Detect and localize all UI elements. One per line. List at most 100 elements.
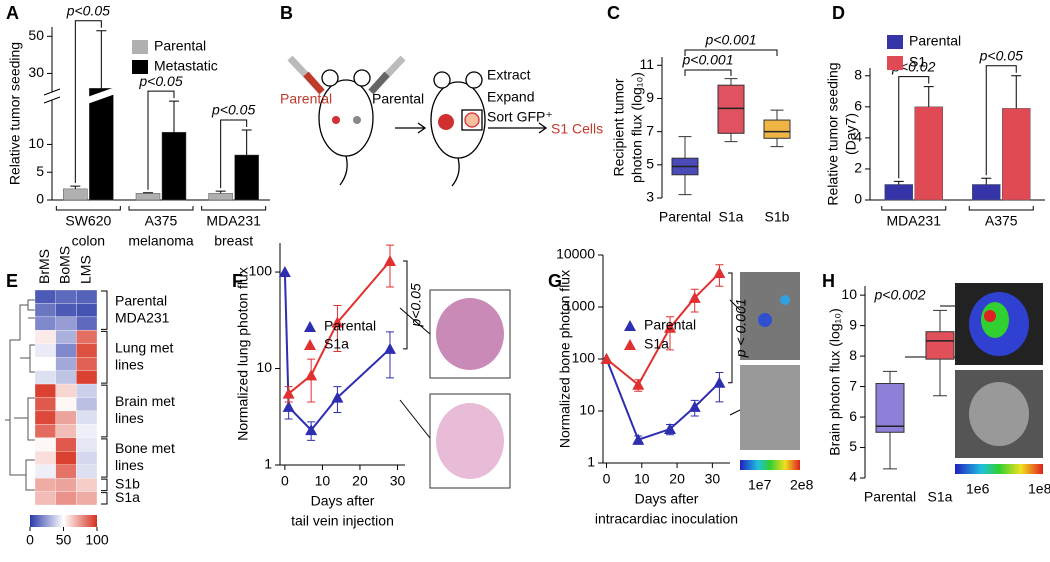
colorbar — [30, 515, 97, 527]
x-tick-label: Parental — [864, 489, 916, 505]
whisker-low — [933, 359, 947, 397]
bar — [972, 184, 1001, 201]
y-tick-label: 5 — [36, 163, 44, 179]
y-axis-label: Brain photon flux (log₁₀) — [827, 308, 843, 456]
x-axis-label: tail vein injection — [291, 513, 394, 529]
heatmap-cell — [55, 357, 77, 371]
significance-bracket — [985, 65, 1017, 176]
y-tick-label: 6 — [849, 408, 857, 424]
heatmap-cell — [76, 316, 98, 331]
heatmap-cell — [55, 437, 77, 452]
panel-letter: H — [822, 271, 835, 291]
panel-letter: A — [6, 3, 19, 23]
legend-label: S1 — [909, 54, 926, 70]
x-tick-label: SW620 — [65, 213, 111, 229]
marker — [305, 424, 318, 436]
heatmap-cell — [76, 491, 98, 506]
signal — [984, 310, 996, 322]
heatmap-cell — [76, 343, 98, 358]
x-tick-label: S1b — [765, 209, 790, 225]
heatmap-cell — [34, 424, 56, 438]
heatmap-cell — [34, 370, 56, 385]
error-bar — [241, 129, 252, 155]
legend-label: Parental — [644, 317, 696, 333]
whisker-high — [770, 109, 784, 121]
row-group-label: Lung met — [115, 339, 173, 355]
signal — [758, 313, 772, 327]
error-bar — [169, 100, 179, 133]
significance-bracket — [728, 272, 733, 384]
y-tick-label: 10 — [579, 402, 595, 418]
x-tick-label: A375 — [985, 213, 1018, 229]
y-tick-label: 10 — [28, 135, 44, 151]
y-tick-label: 50 — [28, 27, 44, 43]
panel-letter: F — [232, 271, 243, 291]
box — [717, 84, 745, 134]
group-bracket — [101, 478, 108, 492]
heatmap-cell — [76, 357, 98, 371]
y-tick-label: 30 — [28, 64, 44, 80]
bar-break — [87, 87, 116, 104]
x-tick-sublabel: colon — [72, 233, 105, 249]
x-axis-label: Days after — [311, 493, 375, 509]
heatmap-cell — [55, 410, 77, 425]
legend-marker — [304, 321, 316, 332]
whisker-high — [883, 370, 897, 384]
significance-label: p < 0.001 — [733, 298, 749, 358]
heatmap-cell — [34, 464, 56, 479]
y-axis-label: Relative tumor seeding — [7, 42, 23, 185]
y-tick-label: 10 — [841, 286, 857, 302]
heatmap-cell — [76, 303, 98, 318]
y-tick-label: 1 — [587, 454, 595, 470]
significance-bracket — [684, 49, 778, 56]
group-bracket — [101, 384, 108, 438]
mouse-image — [740, 365, 800, 450]
y-tick-label: 7 — [646, 122, 654, 138]
heatmap-cell — [34, 397, 56, 412]
heatmap-cell — [76, 370, 98, 385]
bar — [208, 193, 233, 201]
heatmap-cell — [76, 437, 98, 452]
signal — [981, 302, 1009, 338]
legend-label: S1a — [644, 336, 669, 352]
category-bracket — [881, 206, 947, 211]
heatmap-cell — [55, 343, 77, 358]
heatmap-cell — [55, 477, 77, 492]
marker — [278, 266, 291, 278]
diagram-label: S1 Cells — [551, 121, 603, 137]
heatmap-cell — [76, 383, 98, 398]
y-tick-label: 11 — [639, 56, 654, 72]
lung-section — [436, 298, 504, 370]
legend-swatch — [132, 60, 148, 74]
mouse-tail — [451, 157, 460, 187]
row-group-label: MDA231 — [115, 309, 170, 325]
bar — [63, 188, 88, 201]
tumor — [438, 114, 454, 130]
mouse-ear — [321, 69, 339, 87]
legend-marker — [304, 339, 316, 350]
heatmap-cell — [55, 303, 77, 318]
category-bracket — [201, 206, 267, 211]
column-label: LMS — [77, 255, 93, 284]
error-bar — [385, 244, 394, 288]
y-tick-label: 1 — [264, 456, 272, 472]
heatmap-cell — [34, 491, 56, 506]
y-tick-label: 8 — [849, 347, 857, 363]
heatmap-cell — [34, 330, 56, 344]
colorbar-label: 1e6 — [966, 481, 990, 497]
diagram — [287, 55, 548, 187]
x-tick-label: 0 — [603, 471, 611, 487]
error-bar — [385, 331, 394, 379]
heatmap-cell — [55, 383, 77, 398]
x-tick-label: Parental — [659, 209, 711, 225]
heatmap-cell — [34, 451, 56, 465]
row-group-label: lines — [115, 410, 144, 426]
connector — [399, 307, 431, 439]
arrow — [395, 122, 427, 134]
legend-swatch — [887, 56, 903, 70]
arrow — [488, 122, 548, 134]
box — [925, 331, 955, 360]
tumor — [332, 116, 340, 124]
whisker-low — [883, 432, 897, 470]
colorbar-tick-label: 100 — [85, 532, 109, 548]
